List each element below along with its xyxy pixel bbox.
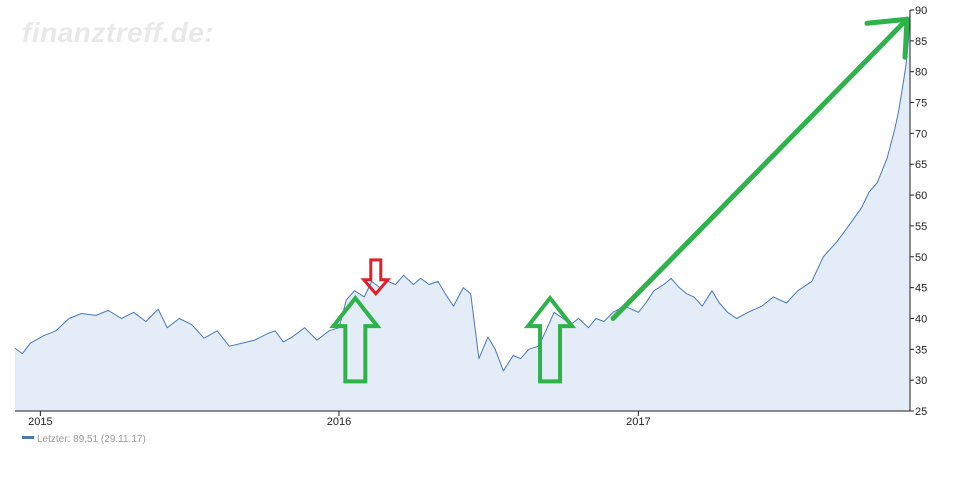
y-tick-label: 40 [915,313,927,325]
y-tick-label: 45 [915,283,927,295]
y-tick-label: 35 [915,344,927,356]
legend: Letzter: 89,51 (29.11.17) [22,434,146,445]
trend-arrow-shaft [610,16,910,321]
y-tick-label: 75 [915,98,927,110]
y-tick-label: 50 [915,252,927,264]
plot-area [14,12,911,411]
watermark-logo: finanztreff.de: [22,17,214,48]
y-tick-label: 80 [915,67,927,79]
y-tick-label: 55 [915,221,927,233]
x-tick-label: 2016 [327,416,351,428]
y-tick-label: 25 [915,406,927,418]
y-tick-label: 60 [915,190,927,202]
y-tick-label: 65 [915,159,927,171]
y-tick-label: 30 [915,375,927,387]
green-up-arrow [523,294,577,384]
trend-arrow-head-left [864,16,910,26]
annotations [329,16,910,384]
y-tick-label: 70 [915,128,927,140]
legend-label: Letzter: 89,51 (29.11.17) [37,434,146,445]
series-line-0 [14,12,911,372]
y-tick-label: 90 [915,5,927,17]
x-tick-label: 2017 [626,416,650,428]
x-tick-label: 2015 [28,416,52,428]
y-tick-label: 85 [915,36,927,48]
series-area-0 [15,13,910,411]
green-up-arrow [329,294,382,384]
red-down-arrow [360,258,392,297]
legend-swatch [22,436,34,439]
axes: 25 30 35 40 45 50 55 60 65 70 75 80 85 90 2015 2016 2017 [15,5,927,428]
trend-arrow-head-right [902,16,910,60]
